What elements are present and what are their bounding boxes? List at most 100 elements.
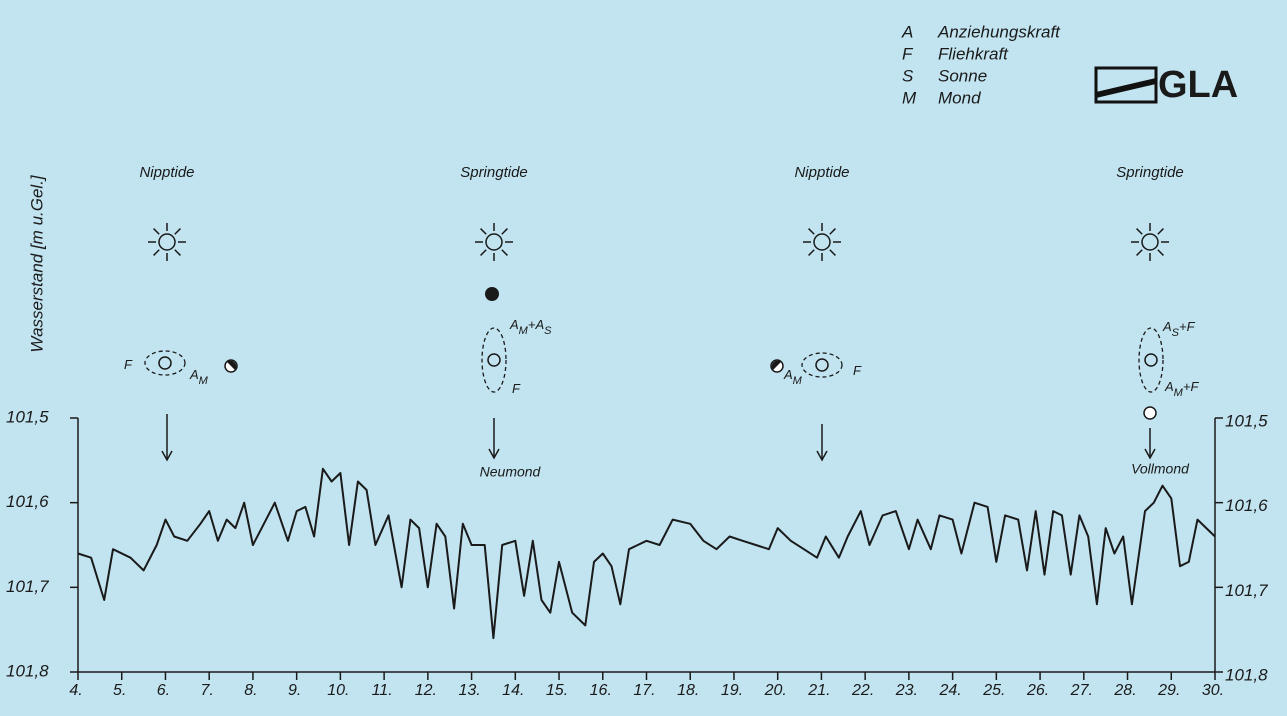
x-tick-label: 17.	[633, 682, 655, 699]
force-label: F	[512, 381, 521, 396]
x-tick-label: 19.	[721, 682, 743, 699]
sun-ray	[153, 228, 160, 235]
force-label: F	[853, 363, 862, 378]
x-tick-label: 6.	[157, 682, 170, 699]
force-label: AM+AS	[509, 317, 552, 336]
sun-ray	[808, 249, 815, 256]
force-label: AM+F	[1164, 379, 1199, 398]
y-tick-label: 101,5	[6, 407, 49, 426]
moon-icon	[485, 287, 499, 301]
legend-key: M	[902, 88, 917, 107]
y-tick-label: 101,6	[6, 492, 49, 511]
arrow-head	[488, 448, 500, 460]
legend-text: Mond	[938, 88, 981, 107]
earth-icon	[487, 353, 501, 367]
force-label: AM	[189, 367, 209, 386]
sun-disc	[813, 233, 831, 251]
x-tick-label: 10.	[327, 682, 349, 699]
logo-frame	[1094, 66, 1158, 104]
earth-icon	[158, 356, 172, 370]
x-tick-label: 25.	[982, 682, 1005, 699]
x-tick-label: 20.	[764, 682, 787, 699]
earth-icon	[1144, 353, 1158, 367]
sun-icon	[148, 223, 186, 261]
water-level-line	[77, 467, 1216, 640]
sun-ray	[174, 249, 181, 256]
sun-ray	[501, 249, 508, 256]
orbit	[801, 352, 843, 378]
x-tick-label: 14.	[502, 682, 524, 699]
y-tick-label: 101,8	[6, 661, 49, 680]
y2-tick-label: 101,7	[1225, 581, 1268, 600]
arrow-head	[1144, 448, 1156, 460]
x-tick-label: 22.	[851, 682, 874, 699]
y2-tick-label: 101,8	[1225, 665, 1268, 684]
force-label: AS+F	[1162, 319, 1196, 338]
x-tick-label: 23.	[895, 682, 918, 699]
x-tick-label: 28.	[1113, 682, 1136, 699]
x-tick-label: 4.	[69, 682, 82, 699]
x-tick-label: 18.	[677, 682, 699, 699]
sun-ray	[1157, 228, 1164, 235]
sun-ray	[174, 228, 181, 235]
sun-disc	[158, 233, 176, 251]
x-tick-label: 11.	[372, 682, 393, 699]
legend-text: Sonne	[938, 66, 987, 85]
moon-phase-label: Vollmond	[1131, 461, 1190, 477]
arrow-head	[161, 450, 173, 462]
orbit	[144, 350, 186, 376]
arrow-head	[816, 450, 828, 462]
legend-text: Fliehkraft	[938, 44, 1009, 63]
event-label: Nipptide	[139, 164, 194, 181]
force-label: F	[124, 357, 133, 372]
x-tick-label: 29.	[1157, 682, 1180, 699]
moon-shade	[226, 360, 237, 371]
sun-icon	[475, 223, 513, 261]
moon-shade	[771, 360, 782, 371]
x-tick-label: 9.	[288, 682, 301, 699]
logo-text: GLA	[1158, 64, 1238, 106]
sun-ray	[1157, 249, 1164, 256]
x-tick-label: 21.	[807, 682, 830, 699]
x-tick-label: 5.	[113, 682, 126, 699]
sun-icon	[1131, 223, 1169, 261]
sun-disc	[485, 233, 503, 251]
x-tick-label: 16.	[590, 682, 612, 699]
sun-ray	[1136, 228, 1143, 235]
y2-tick-label: 101,6	[1225, 496, 1268, 515]
sun-ray	[829, 249, 836, 256]
legend-key: S	[902, 66, 914, 85]
x-tick-label: 7.	[201, 682, 214, 699]
legend-key: A	[901, 22, 913, 41]
x-tick-label: 12.	[415, 682, 437, 699]
sun-ray	[480, 228, 487, 235]
legend-key: F	[902, 44, 914, 63]
legend-text: Anziehungskraft	[937, 22, 1061, 41]
orbit	[481, 327, 507, 393]
earth-icon	[815, 358, 829, 372]
y2-tick-label: 101,5	[1225, 411, 1268, 430]
sun-ray	[808, 228, 815, 235]
sun-ray	[501, 228, 508, 235]
x-tick-label: 26.	[1026, 682, 1049, 699]
orbit	[1138, 327, 1164, 393]
sun-disc	[1141, 233, 1159, 251]
force-label: AM	[783, 367, 803, 386]
event-label: Springtide	[1116, 164, 1184, 181]
event-label: Nipptide	[794, 164, 849, 181]
sun-ray	[1136, 249, 1143, 256]
sun-ray	[153, 249, 160, 256]
sun-ray	[480, 249, 487, 256]
moon-icon	[1143, 406, 1157, 420]
sun-ray	[829, 228, 836, 235]
x-tick-label: 13.	[458, 682, 480, 699]
logo-stripe	[1096, 78, 1156, 98]
x-tick-label: 8.	[244, 682, 257, 699]
x-tick-label: 15.	[546, 682, 568, 699]
x-tick-label: 30.	[1202, 682, 1224, 699]
event-label: Springtide	[460, 164, 528, 181]
x-tick-label: 24.	[938, 682, 961, 699]
sun-icon	[803, 223, 841, 261]
moon-phase-label: Neumond	[480, 464, 542, 480]
